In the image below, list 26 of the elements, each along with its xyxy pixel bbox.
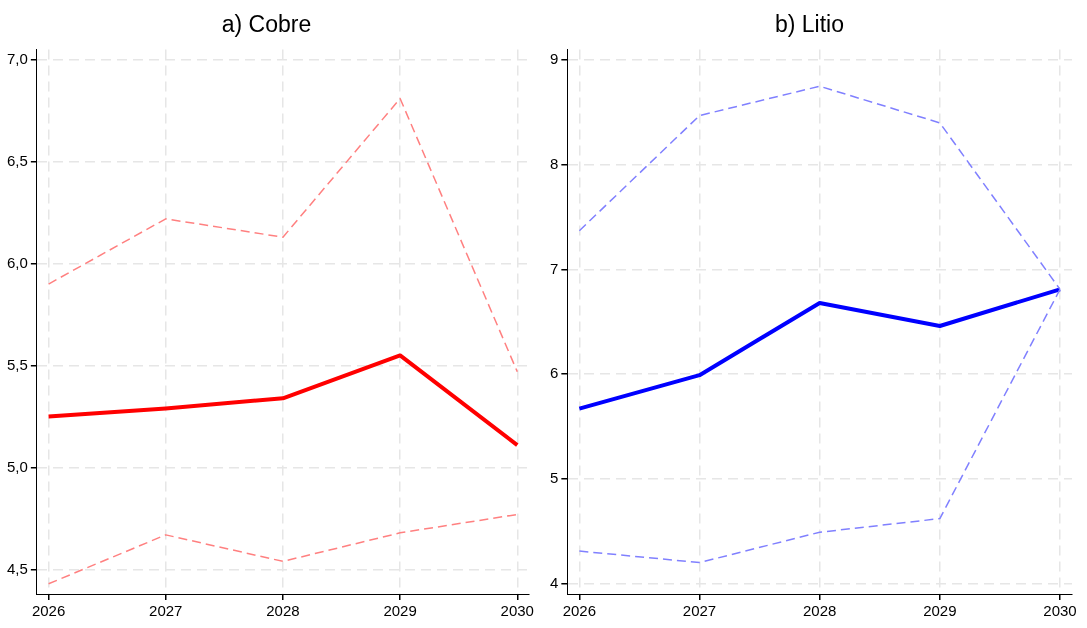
x-tick-label: 2030 bbox=[1043, 602, 1077, 620]
x-tick-label: 2027 bbox=[149, 602, 183, 620]
y-tick-label: 6,0 bbox=[6, 253, 28, 271]
y-tick-label: 7 bbox=[550, 259, 559, 277]
line-series bbox=[47, 97, 519, 373]
y-tick-label: 4 bbox=[550, 573, 559, 591]
x-tick-label: 2030 bbox=[500, 602, 534, 620]
x-tick-label: 2026 bbox=[562, 602, 597, 620]
y-tick-label: 7,0 bbox=[6, 49, 28, 67]
x-tick-label: 2027 bbox=[682, 602, 717, 620]
x-tick-label: 2029 bbox=[383, 602, 417, 620]
y-tick-label: 9 bbox=[550, 50, 559, 68]
y-tick-label: 6,5 bbox=[6, 151, 28, 169]
chart-title: b) Litio bbox=[774, 11, 845, 38]
y-tick-label: 5 bbox=[550, 468, 559, 486]
line-series bbox=[47, 513, 519, 585]
x-tick-label: 2026 bbox=[31, 602, 66, 620]
x-tick-label: 2028 bbox=[266, 602, 300, 620]
y-tick-label: 6 bbox=[550, 364, 559, 382]
chart-title: a) Cobre bbox=[221, 11, 312, 38]
x-tick-label: 2028 bbox=[802, 602, 837, 620]
y-tick-label: 5,0 bbox=[6, 457, 28, 475]
y-tick-label: 5,5 bbox=[6, 355, 28, 373]
x-tick-label: 2029 bbox=[923, 602, 957, 620]
y-tick-label: 4,5 bbox=[6, 559, 28, 577]
y-tick-label: 8 bbox=[550, 154, 559, 172]
